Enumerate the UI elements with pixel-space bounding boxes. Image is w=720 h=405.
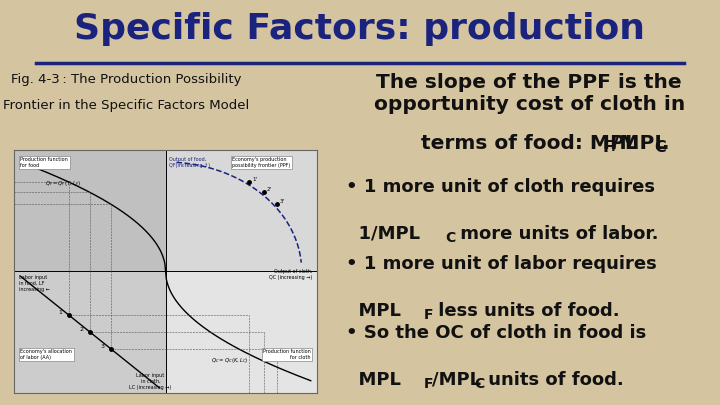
Text: less units of food.: less units of food. bbox=[432, 302, 620, 320]
Text: Frontier in the Specific Factors Model: Frontier in the Specific Factors Model bbox=[3, 99, 249, 112]
Bar bbox=[166, 150, 317, 271]
Bar bbox=[14, 150, 166, 271]
Text: /MPL: /MPL bbox=[432, 371, 481, 388]
Text: F: F bbox=[603, 140, 613, 155]
Bar bbox=[166, 271, 317, 393]
Text: F: F bbox=[423, 377, 433, 391]
Text: 1': 1' bbox=[252, 177, 257, 182]
Bar bbox=[14, 271, 166, 393]
Text: 3: 3 bbox=[101, 344, 104, 349]
Text: MPL: MPL bbox=[346, 371, 400, 388]
Text: Labor input
in food, LF
increasing ←: Labor input in food, LF increasing ← bbox=[19, 275, 50, 292]
Text: MPL: MPL bbox=[346, 302, 400, 320]
Text: Labor input
in cloth,
LC (increasing →): Labor input in cloth, LC (increasing →) bbox=[130, 373, 171, 390]
Text: Economy's allocation
of labor (AA): Economy's allocation of labor (AA) bbox=[20, 349, 72, 360]
Text: C: C bbox=[654, 140, 665, 155]
Text: 3': 3' bbox=[280, 199, 284, 204]
Text: more units of labor.: more units of labor. bbox=[454, 225, 658, 243]
Text: Output of cloth,
QC (increasing →): Output of cloth, QC (increasing →) bbox=[269, 269, 312, 280]
Text: Fig. 4-3 : The Production Possibility: Fig. 4-3 : The Production Possibility bbox=[11, 73, 241, 86]
Text: Production function
for food: Production function for food bbox=[20, 157, 68, 168]
Text: Specific Factors: production: Specific Factors: production bbox=[74, 12, 646, 46]
Text: $Q_F = Q_F(T, L_F)$: $Q_F = Q_F(T, L_F)$ bbox=[45, 179, 81, 188]
Text: .: . bbox=[662, 134, 670, 153]
Text: Output of food,
QF(increasing ↑): Output of food, QF(increasing ↑) bbox=[168, 157, 210, 168]
Text: terms of food: MPL: terms of food: MPL bbox=[420, 134, 638, 153]
Text: 1/MPL: 1/MPL bbox=[346, 225, 420, 243]
Text: Economy's production
possibility frontier (PPF): Economy's production possibility frontie… bbox=[232, 157, 290, 168]
Text: C: C bbox=[474, 377, 484, 391]
Text: Production function
for cloth: Production function for cloth bbox=[263, 349, 311, 360]
Text: 1: 1 bbox=[58, 310, 62, 315]
Text: 2: 2 bbox=[79, 327, 84, 332]
Text: units of food.: units of food. bbox=[482, 371, 624, 388]
Text: C: C bbox=[445, 231, 455, 245]
Text: • 1 more unit of cloth requires: • 1 more unit of cloth requires bbox=[346, 178, 654, 196]
Text: 2': 2' bbox=[267, 187, 272, 192]
Text: • 1 more unit of labor requires: • 1 more unit of labor requires bbox=[346, 255, 657, 273]
Text: F: F bbox=[423, 308, 433, 322]
Text: The slope of the PPF is the
opportunity cost of cloth in: The slope of the PPF is the opportunity … bbox=[374, 73, 685, 114]
Text: • So the OC of cloth in food is: • So the OC of cloth in food is bbox=[346, 324, 646, 342]
Text: /MPL: /MPL bbox=[612, 134, 667, 153]
Text: $Q_C = Q_C(K, L_C)$: $Q_C = Q_C(K, L_C)$ bbox=[211, 356, 248, 365]
